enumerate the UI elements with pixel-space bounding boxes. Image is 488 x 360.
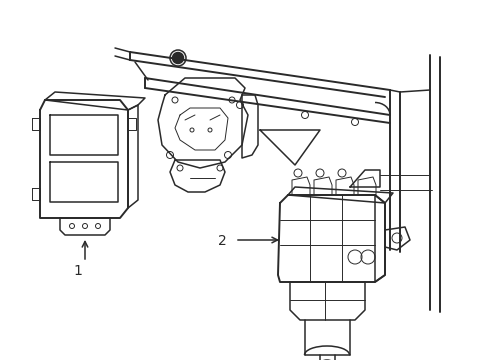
Text: 1: 1	[73, 264, 81, 278]
Circle shape	[172, 53, 183, 63]
Text: 2: 2	[218, 234, 226, 248]
